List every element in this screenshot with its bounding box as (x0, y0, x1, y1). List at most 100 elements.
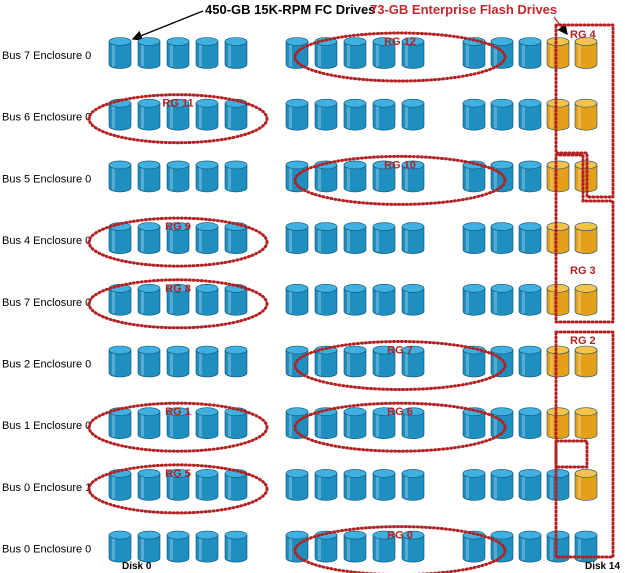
raid-group-outline (87, 278, 269, 330)
fc-drive (372, 469, 396, 501)
fc-drive (401, 37, 425, 69)
fc-drive (372, 530, 396, 563)
fc-drive (372, 37, 396, 69)
raid-group-outline (87, 463, 269, 515)
flash-drive (574, 283, 598, 316)
fc-drive (462, 469, 486, 501)
fc-drive (490, 469, 514, 501)
fc-drive (343, 98, 367, 131)
flash-rg2-label: RG 2 (570, 335, 596, 347)
fc-drive (108, 37, 132, 69)
fc-drive (285, 222, 309, 254)
fc-drive (314, 345, 338, 378)
fc-drive (490, 283, 514, 316)
fc-drive (462, 283, 486, 316)
flash-rg3-label: RG 3 (570, 265, 596, 277)
fc-drive (401, 345, 425, 378)
row-label: Bus 5 Enclosure 0 (2, 173, 91, 185)
flash-drive (574, 407, 598, 439)
fc-drive (343, 345, 367, 378)
fc-drive (462, 98, 486, 131)
fc-drive (137, 345, 161, 378)
flash-rg3-outline (554, 153, 615, 324)
fc-drive (401, 407, 425, 439)
raid-group-label: RG 0 (387, 530, 413, 542)
fc-drives-title: 450-GB 15K-RPM FC Drives (205, 2, 376, 17)
fc-drive (372, 283, 396, 316)
fc-drive (343, 160, 367, 193)
flash-drive (574, 469, 598, 501)
fc-drive (518, 530, 542, 563)
fc-drive (372, 345, 396, 378)
fc-drive (166, 98, 190, 131)
fc-drive (195, 345, 219, 378)
raid-group-outline (293, 525, 507, 573)
fc-drive (224, 37, 248, 69)
flash-drive (546, 37, 570, 69)
fc-drive (166, 469, 190, 501)
fc-drive (518, 98, 542, 131)
fc-drive (108, 530, 132, 563)
raid-group-label: RG 8 (165, 283, 191, 295)
raid-group-label: RG 5 (165, 468, 191, 480)
flash-rg2-outline (554, 330, 615, 559)
fc-drive (108, 98, 132, 131)
fc-drive (343, 469, 367, 501)
fc-drive (490, 98, 514, 131)
flash-drive (546, 160, 570, 193)
raid-group-label: RG 10 (384, 159, 416, 171)
fc-drive (490, 222, 514, 254)
row-label: Bus 2 Enclosure 0 (2, 359, 91, 371)
fc-drive (224, 530, 248, 563)
raid-group-outline (87, 401, 269, 453)
fc-drive (343, 407, 367, 439)
fc-drive (518, 469, 542, 501)
row-label: Bus 1 Enclosure 0 (2, 420, 91, 432)
fc-drive (108, 160, 132, 193)
raid-group-outline (293, 401, 507, 453)
fc-drive (195, 98, 219, 131)
fc-drive (108, 345, 132, 378)
fc-drive (343, 222, 367, 254)
raid-group-outlines: RG 12 RG 11 RG 10 RG 9 RG 8 RG 7 RG 1 RG 6 RG 5 R… (87, 31, 507, 573)
fc-drive (166, 407, 190, 439)
disk-14-label: Disk 14 (585, 561, 620, 572)
flash-rg4-outline (554, 23, 615, 199)
fc-drive (343, 530, 367, 563)
fc-drive (490, 160, 514, 193)
fc-drive (224, 160, 248, 193)
fc-drive (137, 530, 161, 563)
fc-drive (314, 98, 338, 131)
fc-drive (372, 222, 396, 254)
fc-drive (224, 222, 248, 254)
row-label: Bus 0 Enclosure 0 (2, 544, 91, 556)
fc-drive (314, 37, 338, 69)
fc-drive (137, 469, 161, 501)
fc-drive (518, 37, 542, 69)
fc-drive (166, 222, 190, 254)
fc-drive (166, 530, 190, 563)
flash-rg4-label: RG 4 (570, 29, 597, 41)
fc-drive (195, 469, 219, 501)
fc-drive (137, 160, 161, 193)
fc-drive (546, 530, 570, 563)
raid-group-label: RG 7 (387, 345, 413, 357)
raid-group-outline (87, 216, 269, 268)
fc-drive (108, 469, 132, 501)
fc-drive (372, 98, 396, 131)
row-label: Bus 0 Enclosure 1 (2, 482, 91, 494)
fc-drive (372, 160, 396, 193)
fc-drive (518, 222, 542, 254)
fc-drive (108, 222, 132, 254)
raid-group-label: RG 6 (387, 406, 413, 418)
fc-drive (285, 469, 309, 501)
row-label: Bus 6 Enclosure 0 (2, 112, 91, 124)
fc-drives-arrow (131, 10, 204, 41)
fc-drive (285, 98, 309, 131)
flash-group-outlines: RG 4 RG 3 RG 2 (554, 23, 615, 559)
row-label: Bus 4 Enclosure 0 (2, 235, 91, 247)
fc-drive (224, 469, 248, 501)
fc-drive (195, 37, 219, 69)
fc-drive (401, 530, 425, 563)
